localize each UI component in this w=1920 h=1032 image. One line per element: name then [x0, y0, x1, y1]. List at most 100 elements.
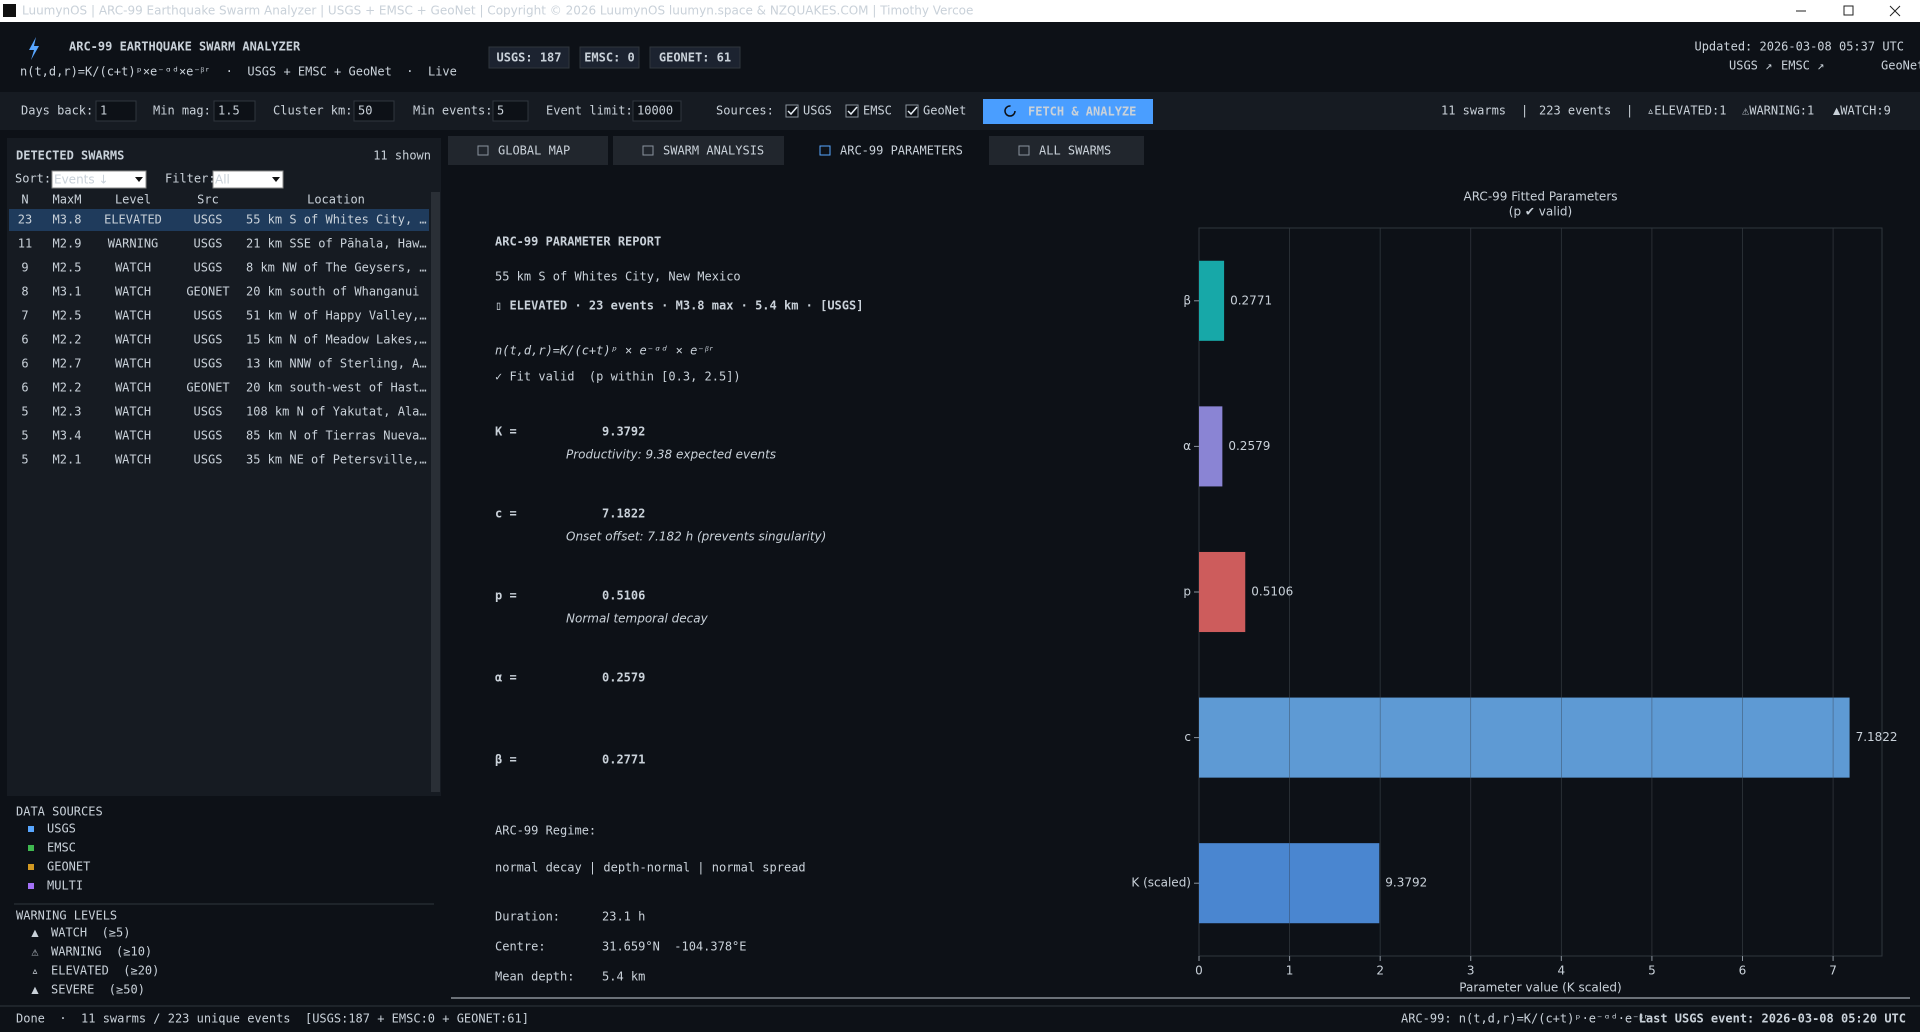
cell[interactable]: 20 km south of Whanganui: [246, 285, 419, 299]
column-header: N: [21, 193, 28, 207]
fetch-button[interactable]: [983, 99, 1153, 124]
field-input[interactable]: [492, 100, 529, 122]
field-value[interactable]: 5: [497, 104, 504, 118]
cell[interactable]: WATCH: [115, 357, 151, 371]
cell[interactable]: USGS: [194, 237, 223, 251]
cell[interactable]: USGS: [194, 357, 223, 371]
source-link[interactable]: GeoNet ↗: [1881, 59, 1920, 73]
field-value[interactable]: 1: [100, 104, 107, 118]
cell[interactable]: 6: [21, 333, 28, 347]
cell[interactable]: M2.2: [53, 381, 82, 395]
tab[interactable]: [790, 136, 983, 165]
cell[interactable]: WATCH: [115, 261, 151, 275]
field-value[interactable]: 50: [358, 104, 372, 118]
cell[interactable]: 108 km N of Yakutat, Ala…: [246, 405, 427, 419]
cell[interactable]: 9: [21, 261, 28, 275]
panel-count: 11 shown: [373, 149, 431, 163]
column-header: Location: [307, 193, 365, 207]
cell[interactable]: 15 km N of Meadow Lakes,…: [246, 333, 427, 347]
field-input[interactable]: [632, 100, 682, 122]
cell[interactable]: M2.9: [53, 237, 82, 251]
cell[interactable]: WATCH: [115, 405, 151, 419]
cell[interactable]: USGS: [194, 261, 223, 275]
selected-row[interactable]: [9, 209, 429, 231]
cell[interactable]: 85 km N of Tierras Nueva…: [246, 429, 427, 443]
cell[interactable]: 23: [18, 213, 32, 227]
level-icon: ▲: [31, 983, 39, 997]
cell[interactable]: 21 km SSE of Pāhala, Haw…: [246, 237, 427, 251]
cell[interactable]: 13 km NNW of Sterling, A…: [246, 357, 427, 371]
cell[interactable]: ELEVATED: [104, 213, 162, 227]
source-name[interactable]: USGS: [803, 104, 832, 118]
tab-label[interactable]: GLOBAL MAP: [498, 144, 570, 158]
cell[interactable]: 5: [21, 429, 28, 443]
field-value[interactable]: 10000: [637, 104, 673, 118]
cell[interactable]: M3.1: [53, 285, 82, 299]
fetch-label[interactable]: FETCH & ANALYZE: [1028, 105, 1136, 119]
cell[interactable]: GEONET: [186, 381, 229, 395]
cell[interactable]: USGS: [194, 405, 223, 419]
scrollbar[interactable]: [431, 192, 440, 792]
x-tick-label: 3: [1467, 964, 1475, 978]
cell[interactable]: WATCH: [115, 381, 151, 395]
source-name[interactable]: GeoNet: [923, 104, 966, 118]
tab[interactable]: [613, 136, 784, 165]
restore[interactable]: [1843, 5, 1854, 16]
cell[interactable]: M3.8: [53, 213, 82, 227]
cell[interactable]: M2.3: [53, 405, 82, 419]
cell[interactable]: WARNING: [108, 237, 159, 251]
cell[interactable]: M2.5: [53, 261, 82, 275]
field-input[interactable]: [213, 100, 256, 122]
cell[interactable]: 7: [21, 309, 28, 323]
sort-value[interactable]: Events ↓: [54, 173, 109, 187]
filter-value[interactable]: All: [215, 173, 230, 187]
cell[interactable]: USGS: [194, 213, 223, 227]
tab-label[interactable]: SWARM ANALYSIS: [663, 144, 764, 158]
cell[interactable]: USGS: [194, 309, 223, 323]
sort-select[interactable]: [51, 170, 147, 189]
field-input[interactable]: [353, 100, 395, 122]
cell[interactable]: 5: [21, 453, 28, 467]
swarm-panel: [7, 138, 441, 796]
tab[interactable]: [448, 136, 608, 165]
tab-label[interactable]: ALL SWARMS: [1039, 144, 1111, 158]
cell[interactable]: GEONET: [186, 285, 229, 299]
cell[interactable]: 11: [18, 237, 32, 251]
close[interactable]: [1889, 5, 1901, 17]
cell[interactable]: 55 km S of Whites City, …: [246, 213, 427, 227]
cell[interactable]: M2.1: [53, 453, 82, 467]
cell[interactable]: 6: [21, 357, 28, 371]
source-link[interactable]: USGS ↗: [1729, 59, 1772, 73]
cell[interactable]: 6: [21, 381, 28, 395]
field-label: Min mag:: [153, 104, 211, 118]
cell[interactable]: 51 km W of Happy Valley,…: [246, 309, 427, 323]
checkbox[interactable]: [785, 104, 799, 118]
cell[interactable]: USGS: [194, 453, 223, 467]
cell[interactable]: M3.4: [53, 429, 82, 443]
tab[interactable]: [989, 136, 1144, 165]
filter-select[interactable]: [212, 170, 284, 189]
cell[interactable]: 5: [21, 405, 28, 419]
cell[interactable]: 35 km NE of Petersville,…: [246, 453, 427, 467]
field-input[interactable]: [95, 100, 137, 122]
cell[interactable]: M2.7: [53, 357, 82, 371]
level-icon: ▵: [31, 964, 38, 978]
cell[interactable]: WATCH: [115, 453, 151, 467]
source-link[interactable]: EMSC ↗: [1781, 59, 1824, 73]
field-value[interactable]: 1.5: [218, 104, 240, 118]
cell[interactable]: USGS: [194, 429, 223, 443]
cell[interactable]: M2.5: [53, 309, 82, 323]
cell[interactable]: 20 km south-west of Hast…: [246, 381, 427, 395]
cell[interactable]: WATCH: [115, 429, 151, 443]
checkbox[interactable]: [845, 104, 859, 118]
source-name[interactable]: EMSC: [863, 104, 892, 118]
tab-label[interactable]: ARC-99 PARAMETERS: [840, 144, 963, 158]
cell[interactable]: WATCH: [115, 285, 151, 299]
checkbox[interactable]: [905, 104, 919, 118]
cell[interactable]: WATCH: [115, 309, 151, 323]
cell[interactable]: 8 km NW of The Geysers, …: [246, 261, 427, 275]
cell[interactable]: 8: [21, 285, 28, 299]
cell[interactable]: M2.2: [53, 333, 82, 347]
cell[interactable]: USGS: [194, 333, 223, 347]
cell[interactable]: WATCH: [115, 333, 151, 347]
